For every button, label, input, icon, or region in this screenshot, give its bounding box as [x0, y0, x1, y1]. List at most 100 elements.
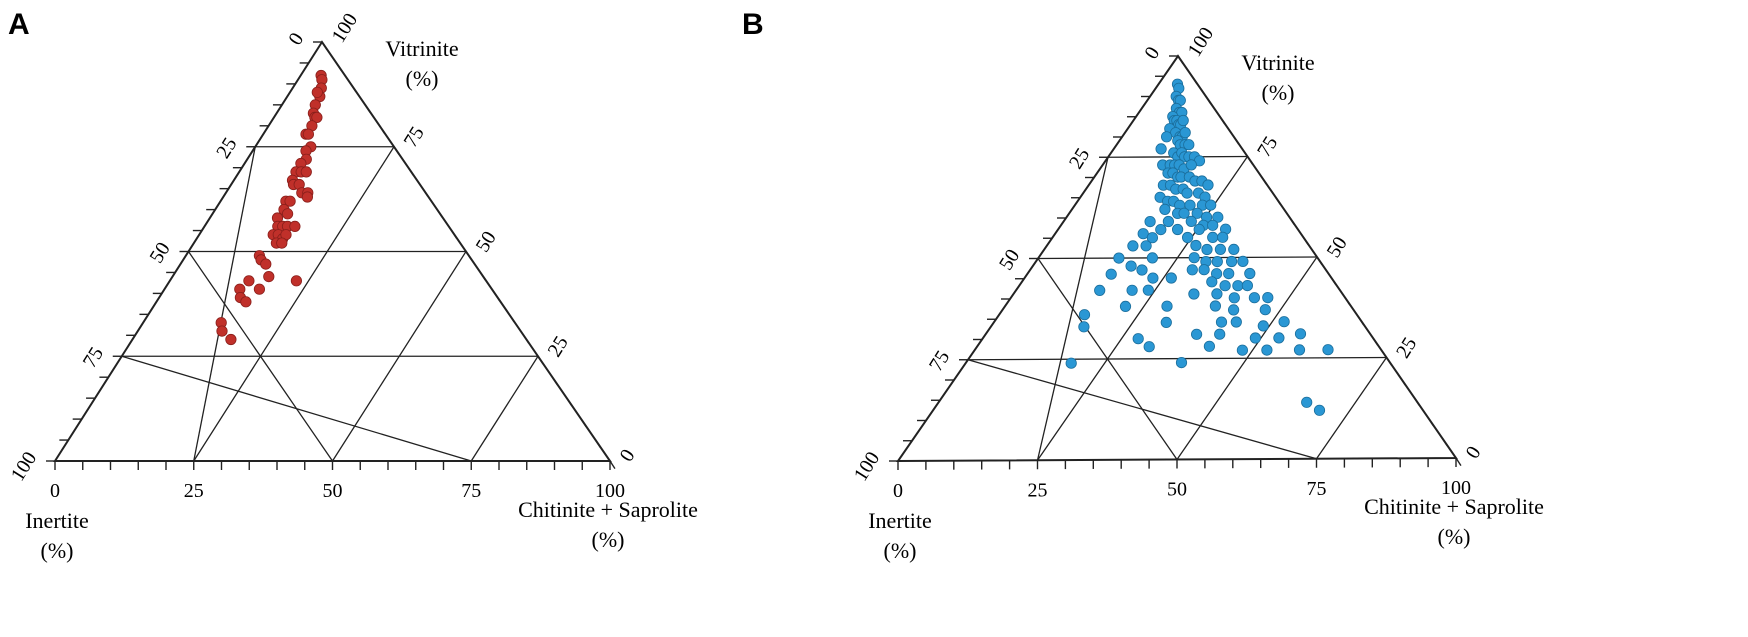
data-point	[1230, 316, 1242, 328]
tick-mark	[595, 439, 602, 449]
tick-mark	[393, 146, 400, 155]
data-point	[240, 296, 252, 308]
tick-label-bottom: 75	[461, 480, 481, 502]
axis-unit-top: (%)	[1262, 80, 1295, 105]
data-point	[1140, 240, 1152, 252]
data-point	[1191, 207, 1203, 219]
data-point	[1175, 356, 1188, 369]
data-point	[1132, 333, 1144, 345]
data-point	[1207, 231, 1219, 243]
tick-mark	[407, 167, 414, 176]
tick-mark	[609, 460, 616, 470]
data-point	[1232, 280, 1244, 292]
data-point	[1322, 344, 1334, 356]
tick-mark	[1205, 95, 1212, 105]
data-point	[1198, 264, 1210, 276]
data-point	[1136, 264, 1148, 276]
axis-title-top: Vitrinite	[385, 36, 458, 61]
tick-label-bottom: 75	[1307, 478, 1327, 500]
data-point	[1262, 291, 1274, 304]
tick-mark	[379, 125, 386, 134]
data-point	[1188, 288, 1200, 300]
data-point	[1113, 252, 1125, 264]
axis-unit-bottom_left: (%)	[41, 538, 74, 563]
ternary-panel-a: A 0 0 0 25 25 25 50 50 50 75 75 75 100 100 100 Vitrinite…	[7, 8, 698, 563]
tick-mark	[1330, 276, 1337, 286]
data-point	[253, 283, 265, 295]
data-point	[311, 111, 323, 124]
tick-mark	[1413, 397, 1420, 406]
data-point	[1186, 264, 1198, 276]
data-point	[1244, 267, 1256, 280]
data-point	[1161, 131, 1173, 143]
data-point	[1160, 316, 1172, 328]
data-point	[1191, 328, 1203, 340]
grid-line	[967, 356, 1387, 361]
data-point	[301, 191, 313, 203]
tick-mark	[479, 272, 486, 281]
data-point	[1161, 300, 1173, 312]
data-point	[1185, 215, 1197, 227]
tick-label-bottom: 100	[1441, 477, 1471, 499]
data-point	[1179, 127, 1191, 139]
tick-label-right: 100	[328, 10, 363, 47]
data-point	[1248, 292, 1261, 304]
axis-title-bottom_right: Chitinite + Saprolite	[1364, 494, 1544, 519]
data-point	[225, 333, 237, 346]
tick-mark	[436, 209, 443, 218]
data-point	[1226, 255, 1238, 268]
tick-mark	[537, 355, 544, 365]
grid-line	[1315, 357, 1388, 460]
tick-label-right: 75	[1253, 133, 1282, 162]
tick-mark	[1219, 115, 1226, 125]
data-point	[260, 258, 272, 270]
tick-label-right: 50	[1323, 233, 1352, 262]
data-point	[1211, 288, 1223, 300]
data-point	[1228, 292, 1240, 304]
data-point	[1214, 328, 1226, 340]
data-point	[216, 325, 228, 337]
tick-mark	[1191, 75, 1198, 85]
data-point	[243, 275, 255, 287]
axis-title-bottom_left: Inertite	[868, 508, 932, 533]
grid-line	[121, 355, 472, 462]
tick-label-left: 75	[79, 343, 108, 372]
data-point	[1219, 280, 1231, 292]
axis-unit-bottom_right: (%)	[1438, 524, 1471, 549]
data-point	[1293, 344, 1306, 356]
tick-label-left: 0	[284, 29, 308, 49]
tick-mark	[321, 41, 328, 51]
data-point	[1144, 216, 1156, 228]
tick-mark	[1177, 55, 1184, 65]
data-point	[1294, 328, 1307, 340]
tick-mark	[451, 230, 458, 239]
tick-label-bottom: 0	[50, 480, 60, 502]
tick-mark	[1427, 417, 1434, 426]
data-point	[284, 195, 296, 207]
data-point	[1065, 357, 1077, 369]
data-point	[289, 220, 301, 232]
data-point	[1185, 159, 1197, 171]
axis-title-bottom_left: Inertite	[25, 508, 89, 533]
data-point	[1193, 223, 1205, 235]
tick-label-bottom: 50	[1167, 479, 1187, 501]
tick-mark	[1274, 196, 1281, 205]
data-point	[1249, 332, 1262, 344]
tick-mark	[508, 313, 515, 323]
grid-line	[1037, 256, 1318, 260]
data-point	[1184, 199, 1196, 211]
panel-letter: A	[8, 8, 30, 41]
data-point	[1146, 252, 1159, 264]
tick-mark	[494, 293, 501, 302]
tick-label-right: 25	[1392, 334, 1421, 363]
data-point	[1162, 215, 1175, 228]
data-point	[1155, 224, 1167, 236]
tick-mark	[422, 188, 429, 197]
data-point	[263, 270, 275, 283]
tick-label-right: 0	[616, 446, 640, 466]
data-point	[1094, 284, 1106, 296]
data-point	[1261, 344, 1273, 356]
data-point	[1212, 211, 1224, 223]
tick-label-bottom: 50	[323, 480, 343, 502]
